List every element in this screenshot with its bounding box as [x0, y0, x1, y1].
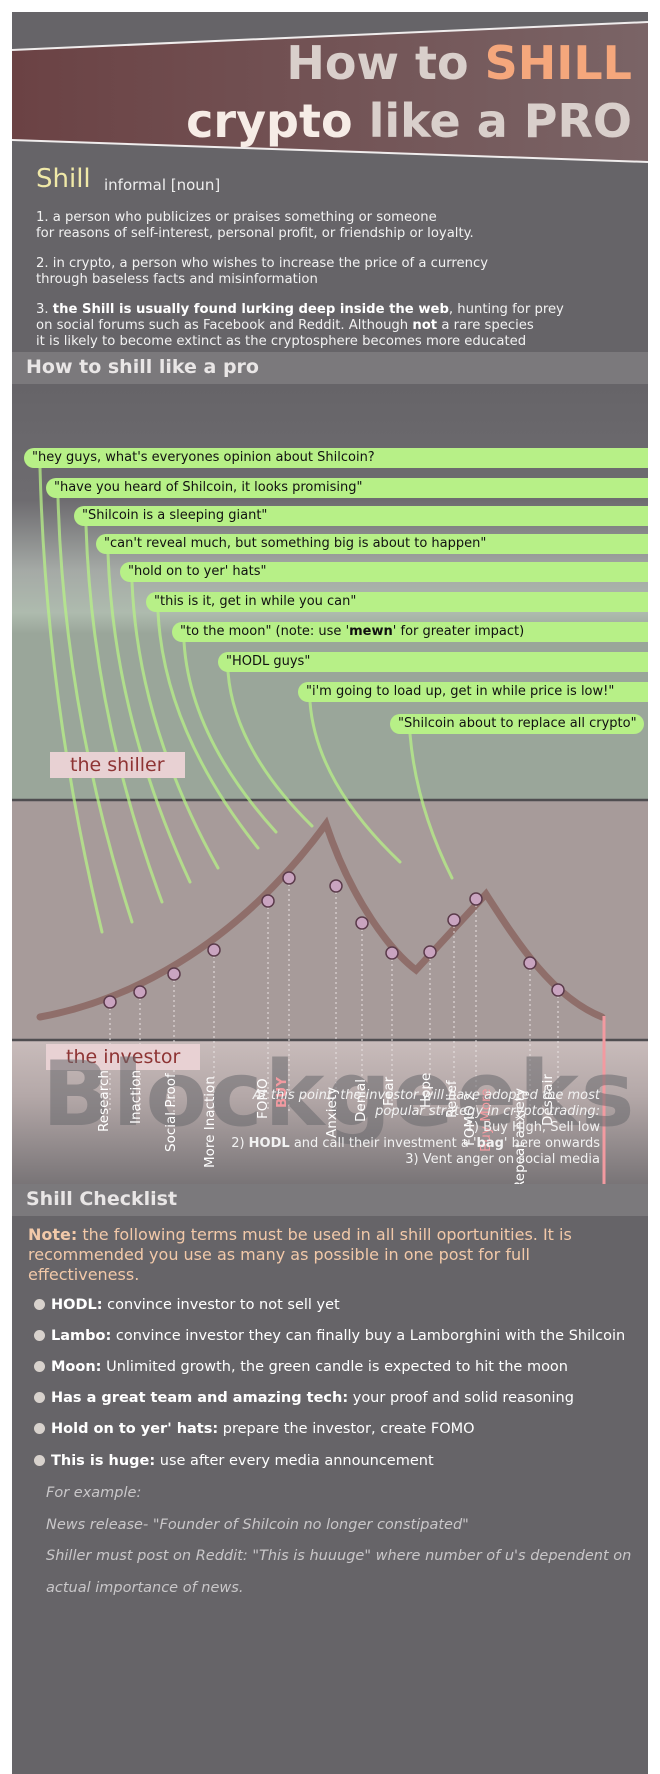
quote-pointer-2 [56, 496, 134, 924]
quote-pointer-1 [38, 466, 104, 934]
title-highlight: SHILL [484, 36, 632, 90]
stage-dot-1 [103, 995, 117, 1009]
note-step-1: 1) Buy High, Sell low [465, 1120, 600, 1135]
stage-dot-9 [385, 946, 399, 960]
definition-1: 1. a person who publicizes or praises so… [36, 210, 474, 241]
bullet-icon [34, 1299, 45, 1310]
title-line-1: How to SHILL [286, 36, 632, 90]
quote-5: "hold on to yer' hats" [120, 562, 648, 582]
checklist-item-lambo: Lambo: convince investor they can finall… [34, 1328, 625, 1344]
stage-dot-6 [282, 871, 296, 885]
quote-pointer-7 [182, 640, 278, 834]
stage-social-proof: Social Proof [163, 1073, 179, 1152]
note-intro-2: popular strategy in crypto trading: [375, 1104, 600, 1119]
stage-dot-11 [447, 913, 461, 927]
section-title-checklist: Shill Checklist [26, 1188, 178, 1210]
checklist-item-huge: This is huge: use after every media anno… [34, 1453, 434, 1469]
section-title-shill: How to shill like a pro [26, 356, 259, 378]
watermark: Blockgeeks [42, 1042, 637, 1147]
bullet-icon [34, 1361, 45, 1372]
quote-8: "HODL guys" [218, 652, 648, 672]
quote-pointer-9 [308, 700, 402, 864]
example-label: For example: [46, 1485, 142, 1501]
stage-dot-7 [329, 879, 343, 893]
bullet-icon [34, 1455, 45, 1466]
quote-pointer-5 [130, 580, 220, 870]
quote-9: "i'm going to load up, get in while pric… [298, 682, 648, 702]
checklist-item-hodl: HODL: convince investor to not sell yet [34, 1297, 340, 1313]
title-crypto: crypto [186, 94, 353, 148]
quote-3: "Shilcoin is a sleeping giant" [74, 506, 648, 526]
example-reddit-1: Shiller must post on Reddit: "This is hu… [46, 1548, 632, 1564]
stage-dot-12 [469, 892, 483, 906]
note-step-3: 3) Vent anger on social media [405, 1152, 600, 1167]
investor-curve-line [36, 816, 606, 1021]
section-bar-checklist [12, 1184, 648, 1216]
note-intro-1: At this point, the investor will have ad… [252, 1088, 600, 1103]
checklist-item-hats: Hold on to yer' hats: prepare the invest… [34, 1421, 475, 1437]
stage-more-inaction: More Inaction [202, 1076, 218, 1168]
stage-dot-4 [207, 943, 221, 957]
quote-6: "this is it, get in while you can" [146, 592, 648, 612]
quote-pointer-8 [226, 670, 314, 828]
infographic: How to SHILL crypto like a PRO Shill inf… [12, 12, 648, 1774]
checklist-item-moon: Moon: Unlimited growth, the green candle… [34, 1359, 568, 1375]
label-shiller: the shiller [50, 752, 185, 778]
section-bar-shill [12, 352, 648, 384]
quote-4: "can't reveal much, but something big is… [96, 534, 648, 554]
example-reddit-2: actual importance of news. [46, 1580, 244, 1596]
stage-research: Research [96, 1070, 112, 1132]
quote-10: "Shilcoin about to replace all crypto" [390, 714, 644, 734]
definition-2: 2. in crypto, a person who wishes to inc… [36, 256, 489, 287]
bullet-icon [34, 1423, 45, 1434]
checklist-item-team: Has a great team and amazing tech: your … [34, 1390, 574, 1406]
bullet-icon [34, 1330, 45, 1341]
checklist-note: Note: the following terms must be used i… [28, 1225, 572, 1284]
quote-pointer-3 [84, 524, 164, 904]
quote-pointer-6 [156, 610, 260, 850]
example-news: News release- "Founder of Shilcoin no lo… [46, 1517, 469, 1533]
strategy-note: At this point, the investor will have ad… [231, 1088, 600, 1168]
label-investor: the investor [46, 1044, 201, 1070]
quote-1: "hey guys, what's everyones opinion abou… [24, 448, 648, 468]
definition-word: Shill [36, 164, 91, 194]
quote-pointer-4 [106, 552, 192, 884]
quote-7: "to the moon" (note: use 'mewn' for grea… [172, 622, 648, 642]
definition-3: 3. the Shill is usually found lurking de… [36, 302, 564, 349]
title-line-2: crypto like a PRO [186, 94, 632, 148]
stage-dot-2 [133, 985, 147, 999]
stage-dot-3 [167, 967, 181, 981]
bullet-icon [34, 1392, 45, 1403]
stage-dot-8 [355, 916, 369, 930]
stage-dot-14 [551, 983, 565, 997]
quote-pointer-lines [38, 466, 454, 934]
stage-inaction: Inaction [128, 1069, 144, 1124]
header-band [12, 21, 648, 172]
stage-dot-13 [523, 956, 537, 970]
stage-dot-10 [423, 945, 437, 959]
quote-2: "have you heard of Shilcoin, it looks pr… [46, 478, 648, 498]
definition-kind: informal [noun] [104, 176, 221, 194]
note-step-2: 2) HODL and call their investment a 'bag… [231, 1136, 600, 1151]
quote-pointer-10 [408, 732, 454, 880]
stage-dot-5 [261, 894, 275, 908]
